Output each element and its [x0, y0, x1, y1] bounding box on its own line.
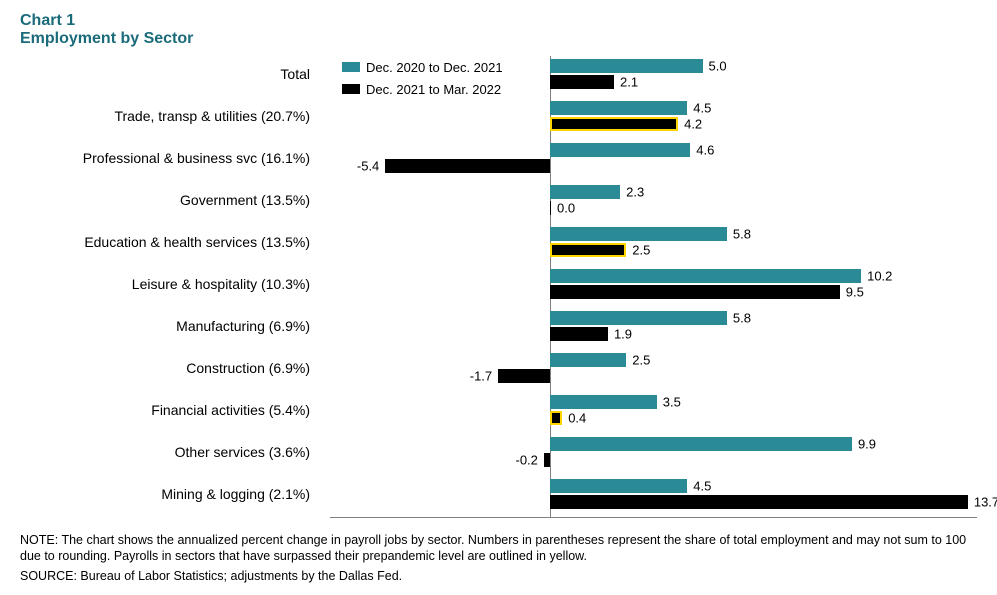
category-label: Mining & logging (2.1%) — [20, 486, 310, 502]
value-label: 0.0 — [557, 201, 575, 216]
category-label: Professional & business svc (16.1%) — [20, 150, 310, 166]
bar-series-2 — [550, 495, 968, 509]
bar-series-2 — [544, 453, 550, 467]
value-label: 2.1 — [620, 75, 638, 90]
bar-series-2 — [550, 243, 626, 257]
value-label: 1.9 — [614, 327, 632, 342]
category-label: Leisure & hospitality (10.3%) — [20, 276, 310, 292]
value-label: 4.6 — [696, 143, 714, 158]
bar-series-2 — [550, 117, 678, 131]
legend-label: Dec. 2020 to Dec. 2021 — [366, 60, 503, 75]
bar-series-1 — [550, 437, 852, 451]
bar-series-2 — [498, 369, 550, 383]
legend-swatch — [342, 84, 360, 94]
value-label: 5.8 — [733, 311, 751, 326]
value-label: 4.5 — [693, 101, 711, 116]
bar-series-2 — [385, 159, 550, 173]
value-label: 2.5 — [632, 243, 650, 258]
value-label: -1.7 — [470, 369, 492, 384]
bar-series-2 — [550, 285, 840, 299]
value-label: 5.8 — [733, 227, 751, 242]
value-label: -0.2 — [515, 453, 537, 468]
category-label: Manufacturing (6.9%) — [20, 318, 310, 334]
legend-label: Dec. 2021 to Mar. 2022 — [366, 82, 501, 97]
bar-series-1 — [550, 185, 620, 199]
chart-title-1: Chart 1 — [20, 12, 977, 30]
bar-series-2 — [550, 75, 614, 89]
category-label: Trade, transp & utilities (20.7%) — [20, 108, 310, 124]
value-label: 10.2 — [867, 269, 892, 284]
category-label: Government (13.5%) — [20, 192, 310, 208]
value-label: 9.9 — [858, 437, 876, 452]
chart-source: SOURCE: Bureau of Labor Statistics; adju… — [20, 569, 977, 583]
bar-series-1 — [550, 311, 727, 325]
bar-series-2 — [550, 327, 608, 341]
bar-series-1 — [550, 227, 727, 241]
bar-series-1 — [550, 101, 687, 115]
bar-series-1 — [550, 353, 626, 367]
category-label: Total — [20, 66, 310, 82]
value-label: 2.3 — [626, 185, 644, 200]
value-label: 5.0 — [709, 59, 727, 74]
category-label: Education & health services (13.5%) — [20, 234, 310, 250]
category-label: Other services (3.6%) — [20, 444, 310, 460]
legend-swatch — [342, 62, 360, 72]
value-label: 0.4 — [568, 411, 586, 426]
category-label: Financial activities (5.4%) — [20, 402, 310, 418]
chart-plot-area: Dec. 2020 to Dec. 2021 Dec. 2021 to Mar. … — [20, 56, 977, 526]
category-label: Construction (6.9%) — [20, 360, 310, 376]
chart-note: NOTE: The chart shows the annualized per… — [20, 532, 977, 565]
value-label: 9.5 — [846, 285, 864, 300]
baseline — [330, 517, 977, 518]
bar-series-1 — [550, 479, 687, 493]
value-label: 2.5 — [632, 353, 650, 368]
bar-series-1 — [550, 143, 690, 157]
bar-series-1 — [550, 59, 703, 73]
bar-series-1 — [550, 395, 657, 409]
chart-title-2: Employment by Sector — [20, 30, 977, 48]
value-label: 3.5 — [663, 395, 681, 410]
bar-series-1 — [550, 269, 861, 283]
bar-series-2 — [550, 201, 551, 215]
value-label: 4.2 — [684, 117, 702, 132]
value-label: -5.4 — [357, 159, 379, 174]
bar-series-2 — [550, 411, 562, 425]
value-label: 13.7 — [974, 495, 997, 510]
value-label: 4.5 — [693, 479, 711, 494]
